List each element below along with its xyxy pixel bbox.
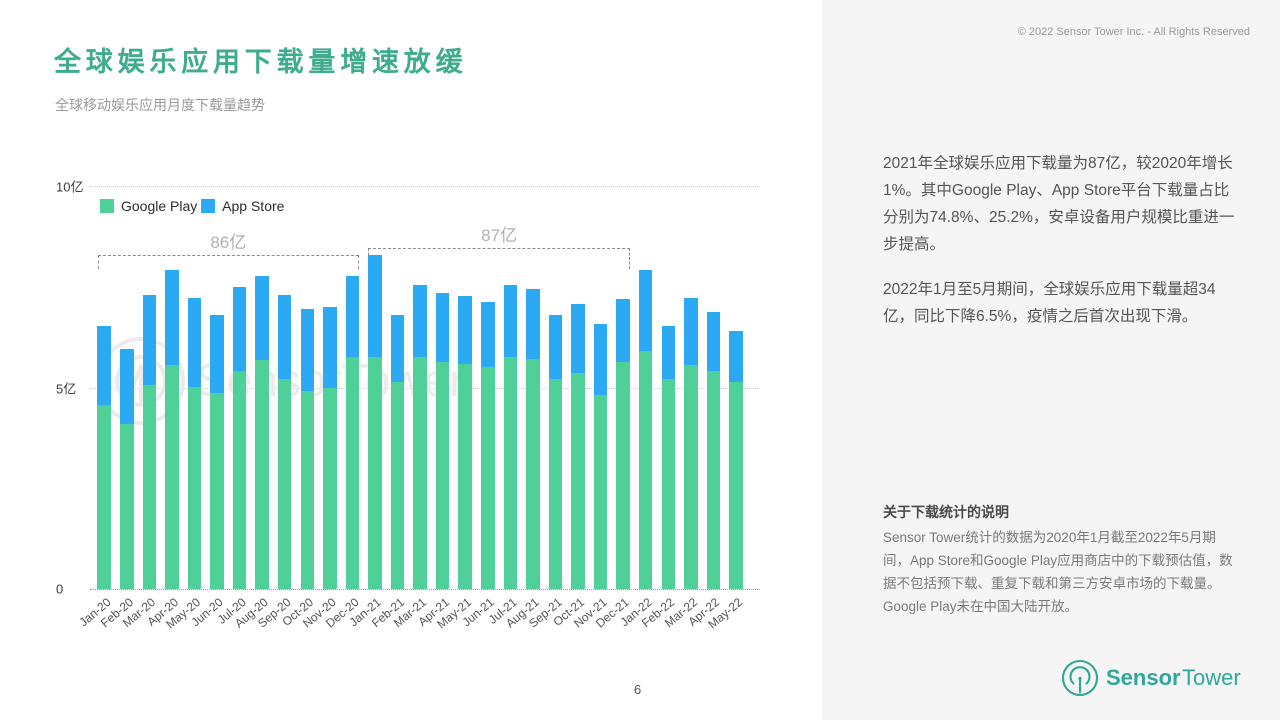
svg-text:Tower: Tower [1182,665,1241,690]
svg-text:Sensor: Sensor [1106,665,1181,690]
